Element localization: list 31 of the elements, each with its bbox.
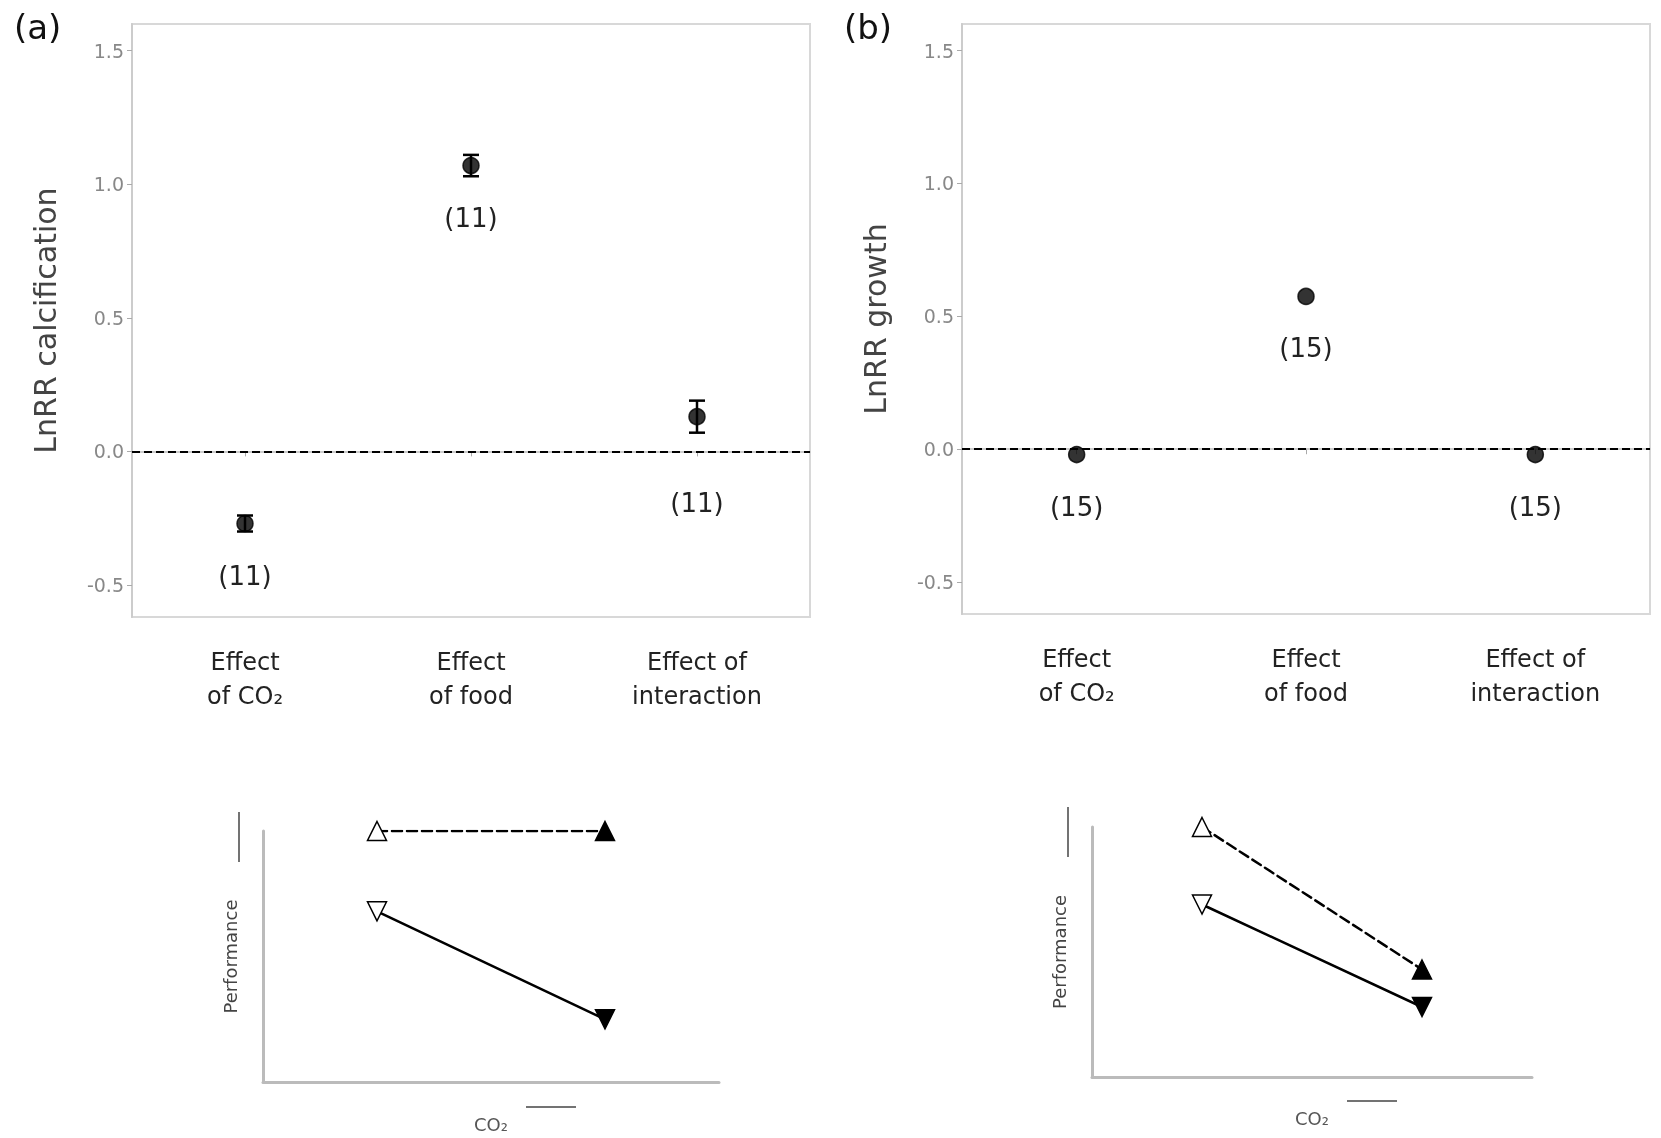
- annotation: (15): [1279, 333, 1333, 364]
- annotation: (15): [1508, 491, 1563, 522]
- y-tick-label: 0.0: [93, 440, 124, 463]
- y-axis-title: LnRR growth: [857, 223, 893, 415]
- x-tick-label: Effect of food: [1264, 645, 1348, 707]
- y-axis-title: LnRR calcification: [27, 187, 63, 454]
- x-tick-label: Effect of food: [429, 648, 513, 710]
- y-axis-title: Performance: [219, 899, 241, 1014]
- annotation: (15): [1049, 491, 1104, 522]
- y-tick-label: 1.5: [923, 39, 954, 62]
- x-tick-label: Effect of CO₂: [206, 648, 284, 710]
- y-tick-label: -0.5: [86, 573, 124, 596]
- x-axis-title: CO₂: [474, 1113, 508, 1135]
- y-tick-label: 1.5: [93, 39, 124, 62]
- y-tick-label: -0.5: [916, 571, 954, 594]
- y-axis-title: Performance: [1048, 894, 1070, 1010]
- y-tick-label: 1.0: [923, 172, 954, 195]
- chart-title: (b): [844, 7, 893, 47]
- annotation: (11): [218, 560, 272, 591]
- x-tick-label: Effect of interaction: [1470, 645, 1601, 707]
- y-tick-label: 1.0: [93, 173, 124, 196]
- annotation: (11): [670, 488, 724, 519]
- annotation: (11): [444, 202, 498, 233]
- chart-title: (a): [14, 7, 62, 47]
- x-tick-label: Effect of CO₂: [1038, 645, 1115, 707]
- y-tick-label: 0.0: [923, 438, 954, 461]
- point: [688, 407, 706, 426]
- x-axis-title: CO₂: [1295, 1108, 1329, 1130]
- y-tick-label: 0.5: [93, 306, 124, 329]
- y-tick-label: 0.5: [923, 305, 954, 328]
- x-tick-label: Effect of interaction: [632, 648, 762, 710]
